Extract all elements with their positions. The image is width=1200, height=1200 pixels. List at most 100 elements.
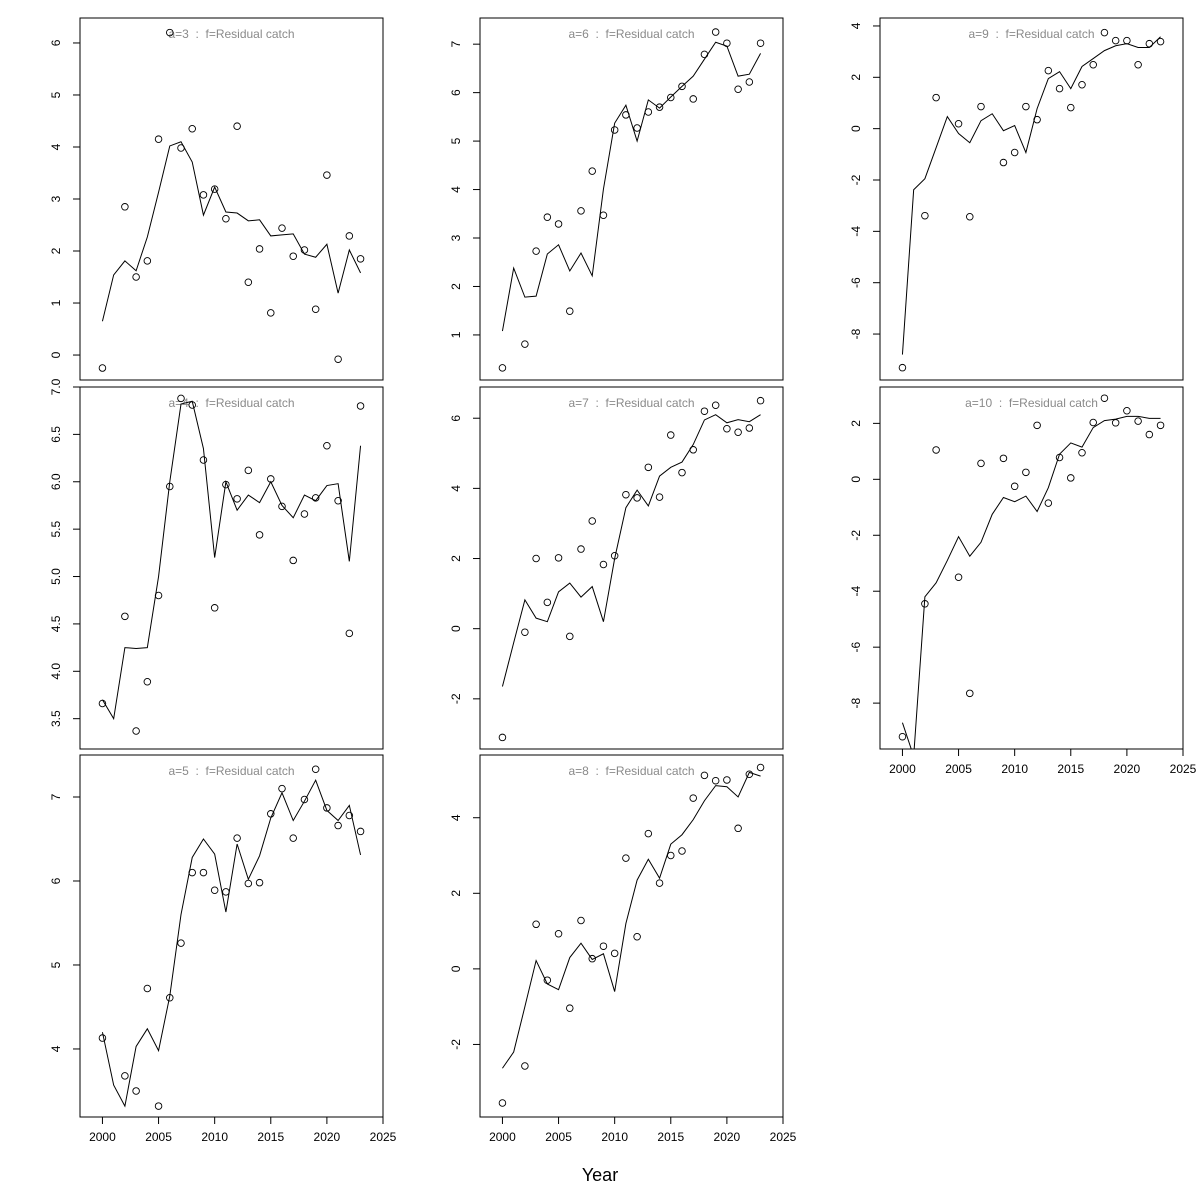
y-tick-label: 6	[449, 89, 463, 96]
y-tick-label: 5	[449, 137, 463, 144]
data-point	[898, 363, 907, 372]
data-point	[166, 28, 174, 37]
x-tick-label: 2015	[257, 1130, 284, 1144]
panel-title: a=10 : f=Residual catch	[965, 396, 1098, 410]
data-point	[244, 879, 253, 888]
data-point	[199, 456, 208, 464]
data-point	[233, 122, 241, 130]
data-point	[977, 459, 985, 468]
data-point	[678, 82, 686, 91]
y-tick-label: 5	[49, 91, 63, 98]
data-point	[143, 677, 152, 686]
panel-title: a=7 : f=Residual catch	[568, 396, 694, 410]
data-point	[588, 167, 596, 175]
data-point	[756, 763, 765, 772]
x-tick-label: 2010	[201, 1130, 228, 1144]
data-point	[498, 1099, 507, 1107]
data-point	[700, 407, 709, 415]
data-point	[599, 942, 608, 950]
x-tick-label: 2025	[1170, 762, 1197, 776]
y-tick-label: 4	[449, 186, 463, 193]
data-point	[244, 278, 253, 286]
data-point	[498, 364, 507, 372]
plot-area	[98, 394, 365, 735]
data-point	[700, 50, 709, 59]
data-point	[255, 245, 264, 253]
data-point	[566, 1004, 574, 1012]
data-point	[222, 888, 230, 896]
data-point	[667, 851, 675, 860]
data-point	[1044, 499, 1053, 507]
data-point	[734, 824, 742, 833]
y-tick-label: 0	[449, 965, 463, 972]
data-point	[554, 929, 563, 938]
y-tick-label: 1	[449, 331, 463, 338]
y-tick-label: -8	[849, 697, 863, 708]
data-point	[543, 598, 552, 607]
data-point	[644, 463, 653, 472]
x-tick-label: 2020	[1114, 762, 1141, 776]
y-tick-label: 1	[49, 299, 63, 306]
x-tick-label: 2025	[370, 1130, 397, 1144]
data-point	[1111, 36, 1120, 45]
y-tick-label: 4	[49, 143, 63, 150]
y-tick-label: 6	[49, 39, 63, 46]
data-point	[323, 804, 331, 812]
plot-frame	[79, 754, 384, 1118]
data-point	[177, 394, 185, 403]
data-point	[345, 629, 354, 638]
y-tick-label: 5.0	[49, 568, 63, 585]
data-point	[143, 984, 152, 993]
data-point	[154, 1102, 163, 1110]
data-point	[655, 103, 664, 111]
data-point	[244, 466, 253, 475]
plot-area	[898, 28, 1165, 372]
data-point	[132, 727, 140, 735]
y-tick-label: 4.0	[49, 663, 63, 680]
x-tick-label: 2005	[945, 762, 972, 776]
data-point	[756, 39, 765, 47]
data-point	[532, 247, 540, 255]
fit-line	[502, 771, 761, 1069]
data-point	[154, 135, 163, 143]
y-tick-label: 2	[49, 247, 63, 254]
data-point	[999, 454, 1008, 463]
panel-title: a=4 : f=Residual catch	[168, 396, 294, 410]
data-point	[734, 85, 742, 93]
y-tick-label: -4	[849, 586, 863, 597]
x-tick-label: 2010	[601, 1130, 628, 1144]
data-point	[1089, 418, 1097, 427]
y-tick-label: 2	[849, 420, 863, 427]
data-point	[689, 794, 697, 802]
data-point	[210, 604, 219, 612]
data-point	[1078, 81, 1086, 89]
data-point	[667, 93, 675, 102]
panel-title: a=8 : f=Residual catch	[568, 764, 694, 778]
data-point	[1134, 60, 1142, 69]
fit-line	[101, 778, 362, 1108]
data-point	[577, 916, 585, 925]
data-point	[1156, 421, 1165, 430]
plot-area	[498, 763, 765, 1107]
data-point	[199, 191, 208, 199]
data-point	[311, 305, 320, 314]
data-point	[323, 442, 331, 450]
plot-frame	[79, 386, 384, 750]
data-point	[356, 402, 365, 410]
y-tick-label: 2	[449, 555, 463, 562]
data-point	[566, 632, 574, 641]
y-tick-label: -6	[849, 277, 863, 288]
y-tick-label: 3	[449, 234, 463, 241]
data-point	[300, 510, 309, 518]
plot-frame	[79, 17, 384, 381]
plot-frame	[479, 386, 784, 750]
data-point	[345, 811, 354, 820]
data-point	[1010, 148, 1019, 157]
data-point	[1100, 394, 1109, 402]
data-point	[711, 776, 720, 785]
data-point	[1022, 102, 1030, 111]
data-point	[898, 732, 907, 741]
data-point	[521, 628, 529, 636]
x-tick-label: 2000	[89, 1130, 116, 1144]
y-tick-label: 3	[49, 195, 63, 202]
